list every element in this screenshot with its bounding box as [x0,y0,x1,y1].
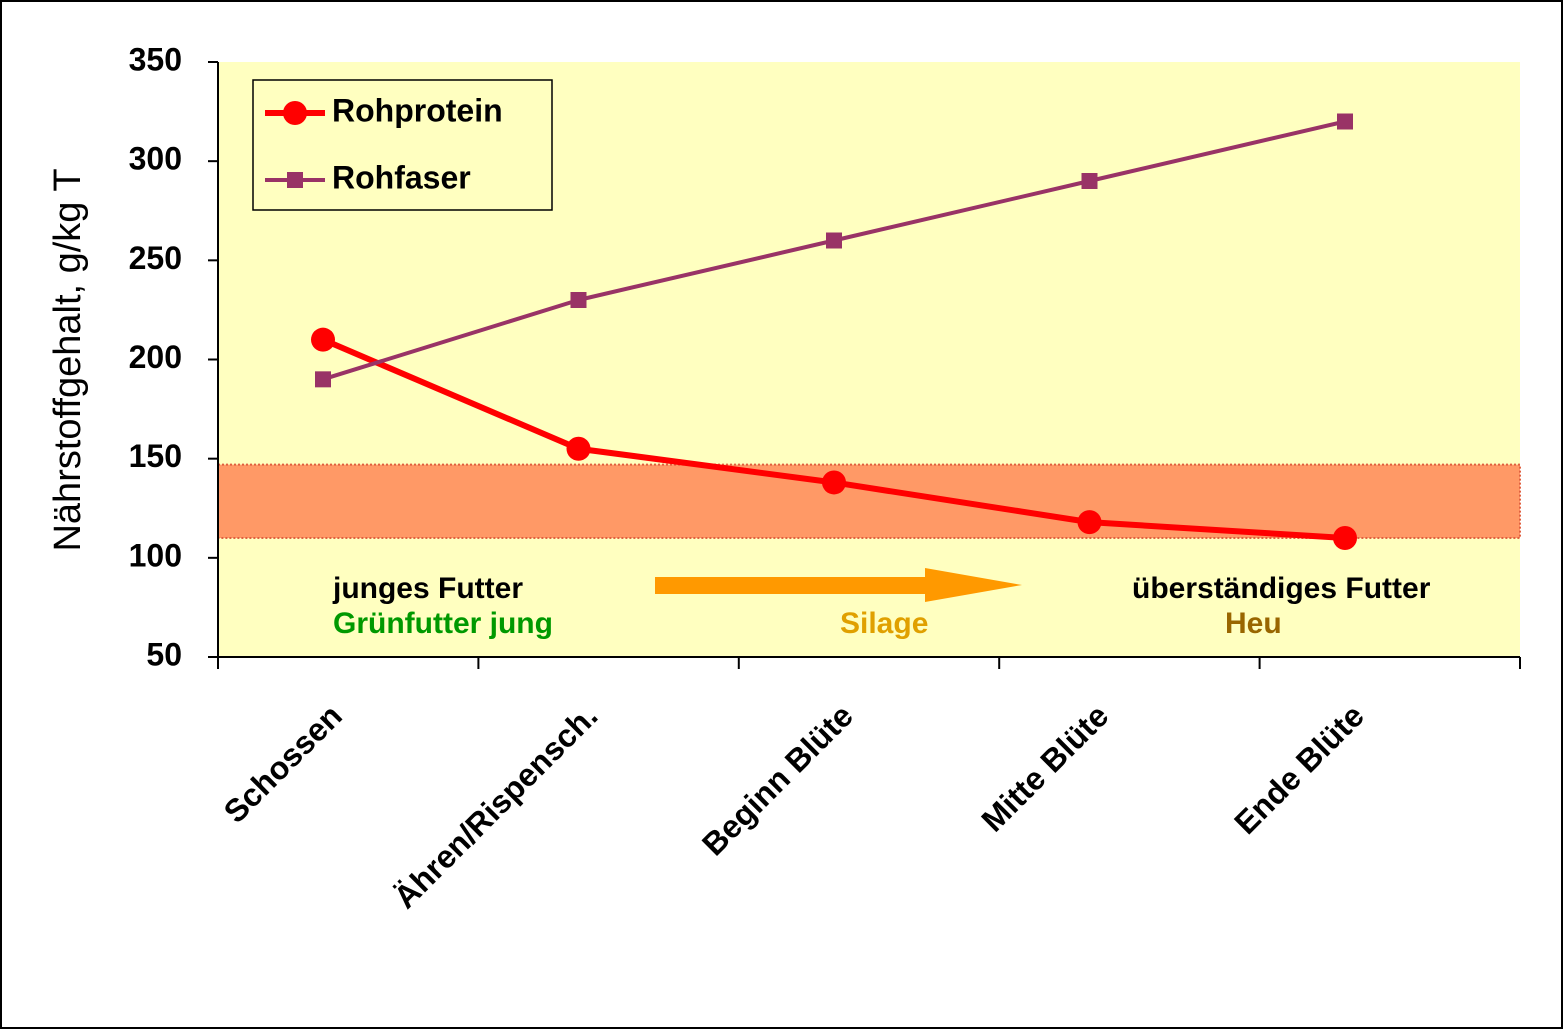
data-point [315,371,331,388]
y-tick-label: 350 [129,41,182,77]
y-tick-label: 150 [129,438,182,474]
annotation: junges Futter [332,572,523,605]
data-point [1081,173,1098,189]
y-tick-label: 50 [146,636,182,672]
y-tick-label: 100 [129,537,182,573]
annotation: Heu [1225,607,1282,640]
arrow [655,568,1022,602]
data-point [1333,526,1357,550]
highlight-band [217,463,1521,539]
legend-label: Rohprotein [332,92,503,128]
y-tick-label: 250 [129,240,182,276]
data-point [311,327,335,352]
data-point [1077,510,1102,535]
y-axis-label: Nährstoffgehalt, g/kg T [47,168,89,551]
legend-label: Rohfaser [332,159,471,195]
legend-box [252,79,553,211]
y-tick-label: 200 [129,339,182,375]
data-point [826,232,842,249]
legend-marker [283,101,307,125]
y-tick-label: 300 [129,141,182,177]
data-point [1337,113,1353,130]
data-point [570,292,587,308]
legend-marker [287,172,303,188]
data-point [822,470,846,495]
data-point [566,436,591,461]
annotation: Grünfutter jung [333,607,553,640]
annotation: Silage [840,607,928,640]
annotation: überständiges Futter [1132,572,1431,605]
